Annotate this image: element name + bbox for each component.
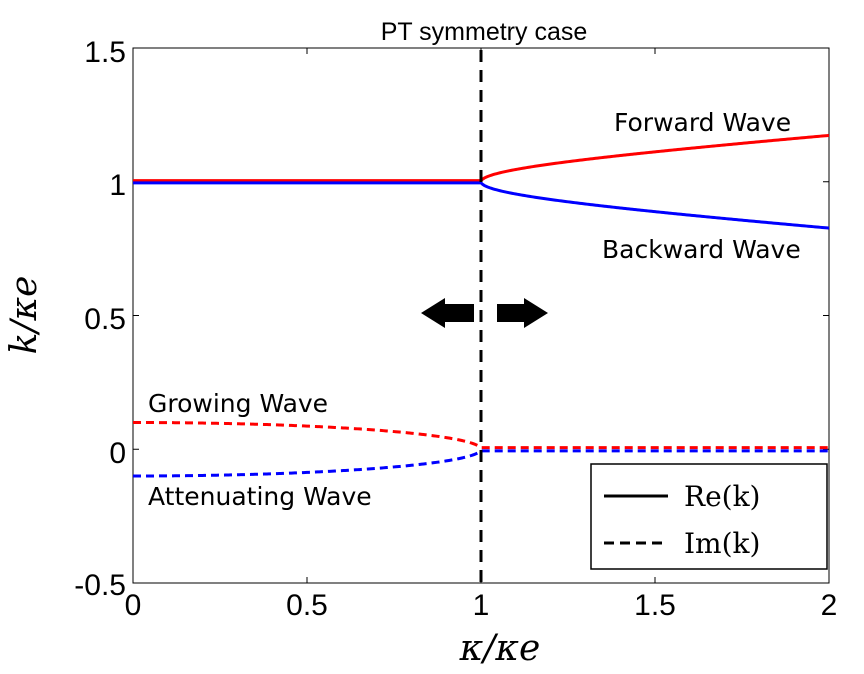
legend: Re(k) Im(k) [590, 463, 828, 570]
legend-box [590, 463, 828, 570]
right-arrow-icon [497, 298, 548, 328]
legend-label-re: Re(k) [684, 480, 760, 513]
y-tick-label: -0.5 [74, 569, 126, 602]
forward-wave-annotation: Forward Wave [614, 108, 791, 137]
x-axis-label: κ/κe [459, 628, 541, 669]
attenuating-wave-annotation: Attenuating Wave [148, 482, 372, 511]
legend-label-im: Im(k) [684, 527, 760, 560]
chart-title: PT symmetry case [381, 18, 588, 46]
x-tick-label: 2 [821, 589, 838, 622]
y-tick-label: 1 [109, 169, 126, 202]
x-tick-label: 1.5 [634, 589, 676, 622]
x-tick-label: 0.5 [286, 589, 328, 622]
y-tick-label: 0 [109, 437, 126, 470]
y-axis-label: k/κe [4, 276, 45, 355]
series-line-re-minus [133, 181, 830, 230]
backward-wave-annotation: Backward Wave [602, 235, 801, 264]
x-tick-label: 1 [473, 589, 490, 622]
left-arrow-icon [421, 298, 474, 328]
y-tick-label: 0.5 [84, 303, 126, 336]
growing-wave-annotation: Growing Wave [148, 389, 328, 418]
x-tick-label: 0 [125, 589, 142, 622]
y-tick-label: 1.5 [84, 36, 126, 69]
